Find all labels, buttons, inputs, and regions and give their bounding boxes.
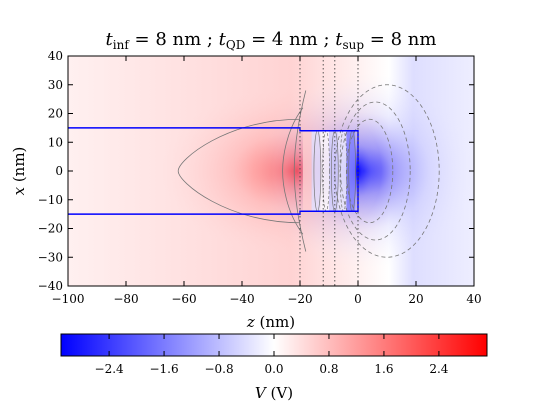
colorbar-label: V (V)	[255, 384, 293, 402]
x-axis-ticks: −100 −80 −60 −40 −20 0 20 40	[52, 56, 482, 306]
x-axis-label: z (nm)	[246, 313, 295, 331]
qd-band-2	[320, 130, 329, 212]
negative-contour-1	[340, 101, 411, 241]
x-tick-label: −20	[287, 292, 312, 306]
x-tick-label: −60	[171, 292, 196, 306]
positive-contour-0	[177, 118, 301, 224]
positive-contour-2	[293, 90, 307, 252]
y-tick-label: 30	[48, 78, 63, 92]
y-axis-label: x (nm)	[10, 147, 28, 196]
x-tick-label: 20	[408, 292, 423, 306]
x-tick-label: 0	[354, 292, 362, 306]
y-tick-label: 40	[48, 49, 63, 63]
colorbar-tick-label: −1.6	[149, 362, 178, 376]
positive-contour-1	[282, 107, 304, 235]
colorbar-tick-label: 0.0	[264, 362, 283, 376]
y-tick-label: 10	[48, 135, 63, 149]
y-tick-label: −10	[38, 193, 63, 207]
colorbar-tick-label: 1.6	[374, 362, 393, 376]
colorbar-tick-label: 2.4	[429, 362, 448, 376]
y-axis-ticks: −40 −30 −20 −10 0 10 20 30 40	[38, 49, 474, 293]
qd-band-5	[346, 130, 356, 212]
colorbar-tick-label: −2.4	[95, 362, 125, 376]
qd-band-3	[329, 130, 338, 212]
plot-area	[68, 56, 474, 286]
x-tick-label: −100	[52, 292, 85, 306]
x-tick-label: −40	[229, 292, 254, 306]
negative-contour-0	[334, 84, 440, 258]
y-tick-label: 20	[48, 107, 63, 121]
qd-band-4	[337, 130, 347, 212]
svg-text:tinf = 8 nm ; tQD = 4 nm ; tsu: tinf = 8 nm ; tQD = 4 nm ; tsup = 8 nm	[106, 29, 437, 52]
negative-contour-2	[345, 118, 394, 224]
chart-title: tinf = 8 nm ; tQD = 4 nm ; tsup = 8 nm	[106, 29, 437, 52]
qd-band-0	[302, 130, 312, 212]
y-tick-label: −40	[38, 279, 63, 293]
colorbar-tick-label: −0.8	[204, 362, 233, 376]
colorbar: −2.4 −1.6 −0.8 0.0 0.8 1.6 2.4	[60, 333, 488, 376]
y-tick-label: −20	[38, 222, 63, 236]
x-tick-label: 40	[466, 292, 481, 306]
x-tick-label: −80	[113, 292, 138, 306]
colorbar-tick-label: 0.8	[319, 362, 338, 376]
y-tick-label: 0	[55, 164, 63, 178]
qd-band-1	[311, 130, 321, 212]
y-tick-label: −30	[38, 250, 63, 264]
